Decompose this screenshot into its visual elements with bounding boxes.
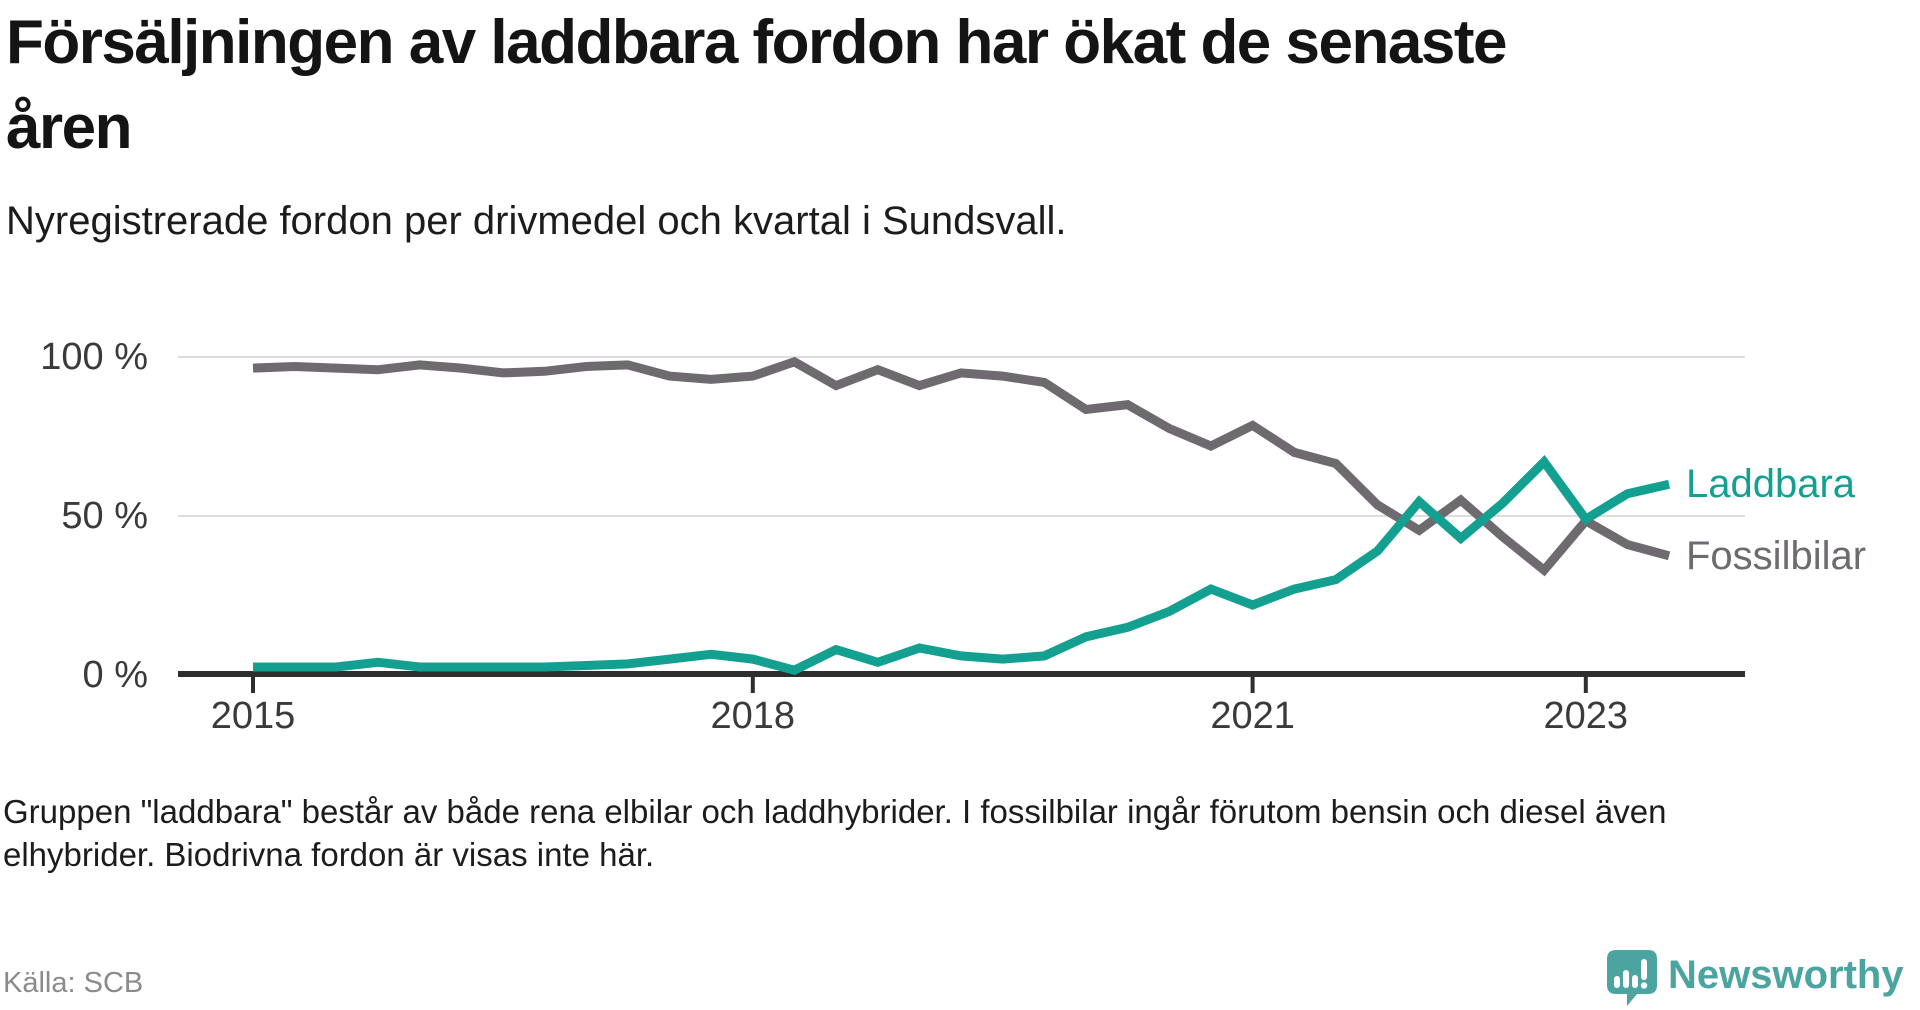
footer-note: Gruppen "laddbara" består av både rena e… <box>3 790 1666 876</box>
legend-label-fossilbilar: Fossilbilar <box>1686 533 1867 578</box>
source-label: Källa: SCB <box>3 967 144 999</box>
logo-bar-1 <box>1614 976 1620 988</box>
footer-note-line-2: elhybrider. Biodrivna fordon är visas in… <box>3 836 655 873</box>
x-axis-label: 2021 <box>1210 695 1295 737</box>
logo-bar-2 <box>1623 970 1629 988</box>
y-axis-label: 50 % <box>61 495 148 537</box>
title-line-2: åren <box>6 93 132 162</box>
legend-label-laddbara: Laddbara <box>1686 462 1856 507</box>
footer-note-line-1: Gruppen "laddbara" består av både rena e… <box>3 793 1667 830</box>
brand-name: Newsworthy <box>1668 953 1904 997</box>
x-axis-label: 2023 <box>1543 695 1629 737</box>
newsworthy-logo-icon <box>1607 950 1657 1006</box>
series-line-fossilbilar <box>252 356 1671 577</box>
logo-bar-3 <box>1632 975 1638 988</box>
chart-subtitle: Nyregistrerade fordon per drivmedel och … <box>6 199 1067 243</box>
x-axis-label: 2015 <box>210 695 296 737</box>
page-title: Försäljningen av laddbara fordon har öka… <box>6 0 1507 170</box>
y-axis-label: 0 % <box>82 654 148 696</box>
x-axis-label: 2018 <box>710 695 796 737</box>
series-line-laddbara <box>253 455 1671 675</box>
logo-exclamation-bar <box>1641 959 1647 980</box>
logo-exclamation-dot <box>1640 982 1648 989</box>
y-axis-label: 100 % <box>40 336 148 378</box>
title-line-1: Försäljningen av laddbara fordon har öka… <box>6 8 1507 77</box>
